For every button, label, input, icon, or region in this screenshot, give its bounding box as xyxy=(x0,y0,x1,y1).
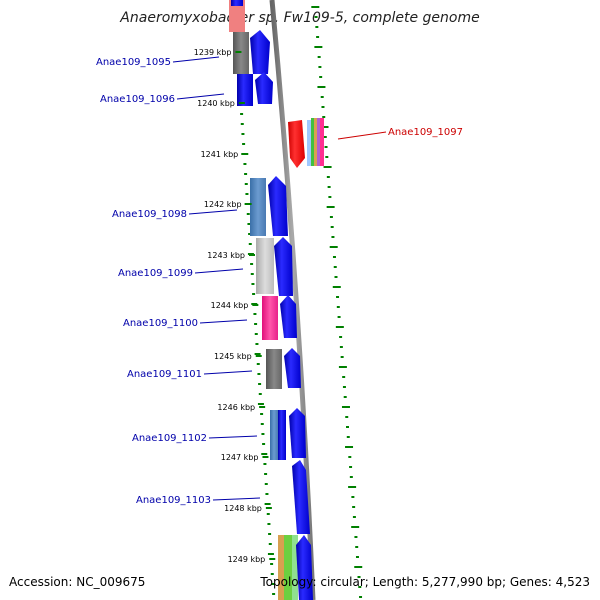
gene-arrow xyxy=(255,72,273,104)
cog-block xyxy=(317,118,320,166)
cog-block xyxy=(311,118,314,166)
scale-label: 1248 kbp xyxy=(224,504,262,513)
cog-block xyxy=(278,535,284,600)
cog-block xyxy=(278,410,286,460)
gene-label: Anae109_1096 xyxy=(100,94,175,105)
accession-text: Accession: NC_009675 xyxy=(9,575,146,589)
cog-block xyxy=(229,0,245,32)
gene-arrow xyxy=(289,408,306,458)
gene-leader-line xyxy=(212,497,261,501)
gene-label: Anae109_1098 xyxy=(112,209,187,220)
scale-label: 1245 kbp xyxy=(214,352,252,361)
cog-blocks xyxy=(229,0,298,600)
gene-leader-line xyxy=(199,319,248,324)
gene-label: Anae109_1100 xyxy=(123,318,198,329)
gene-leader-line xyxy=(203,370,253,375)
gene-label: Anae109_1097 xyxy=(388,127,463,138)
gene-label: Anae109_1102 xyxy=(132,433,207,444)
gene-leader-line xyxy=(188,209,238,215)
forward-genes xyxy=(231,0,313,600)
gene-label: Anae109_1101 xyxy=(127,369,202,380)
gene-arrow xyxy=(284,348,301,388)
cog-block xyxy=(250,178,266,236)
gene-arrow xyxy=(250,30,270,74)
scale-label: 1240 kbp xyxy=(197,99,235,108)
gene-label: Anae109_1095 xyxy=(96,57,171,68)
cog-block xyxy=(307,120,311,166)
gene-arrow xyxy=(268,176,288,236)
gene-leader-line xyxy=(194,268,244,274)
scale-label: 1247 kbp xyxy=(221,453,259,462)
gene-arrow xyxy=(280,295,297,338)
cog-block xyxy=(256,238,274,294)
cog-block xyxy=(262,296,278,340)
cog-block xyxy=(314,118,317,166)
gc-dash-outer xyxy=(311,6,363,598)
cog-block xyxy=(320,118,324,166)
gene-arrow xyxy=(296,535,313,600)
scale-label: 1249 kbp xyxy=(228,555,266,564)
gene-label: Anae109_1099 xyxy=(118,268,193,279)
backbone-ring xyxy=(269,0,316,600)
scale-label: 1243 kbp xyxy=(207,251,245,260)
gene-leader-line xyxy=(208,435,258,439)
gene-label: Anae109_1103 xyxy=(136,495,211,506)
cog-block xyxy=(237,74,253,106)
gene-arrow xyxy=(288,120,305,168)
map-title: Anaeromyxobacter sp. Fw109-5, complete g… xyxy=(120,10,480,26)
scale-label: 1244 kbp xyxy=(211,301,249,310)
scale-label: 1241 kbp xyxy=(201,150,239,159)
gene-leader-line xyxy=(176,93,225,100)
genome-summary: Topology: circular; Length: 5,277,990 bp… xyxy=(260,575,590,589)
gene-arrow xyxy=(292,460,310,534)
gene-leader-line xyxy=(337,131,387,140)
scale-label: 1246 kbp xyxy=(217,403,255,412)
gene-leader-line xyxy=(172,56,220,63)
scale-label: 1242 kbp xyxy=(204,200,242,209)
cog-block xyxy=(270,410,278,460)
reverse-genes xyxy=(288,118,324,168)
scale-label: 1239 kbp xyxy=(194,48,232,57)
gene-arrow xyxy=(231,0,243,6)
cog-block xyxy=(284,535,292,600)
gene-arrow xyxy=(274,237,293,296)
cog-block xyxy=(266,349,282,389)
kbp-scale: 1239 kbp 1240 kbp 1241 kbp 1242 kbp 1243 kbp… xyxy=(194,48,276,564)
cog-block xyxy=(292,535,298,600)
gene-labels: Anae109_1095 Anae109_1096 Anae109_1097 Anae… xyxy=(96,56,463,506)
